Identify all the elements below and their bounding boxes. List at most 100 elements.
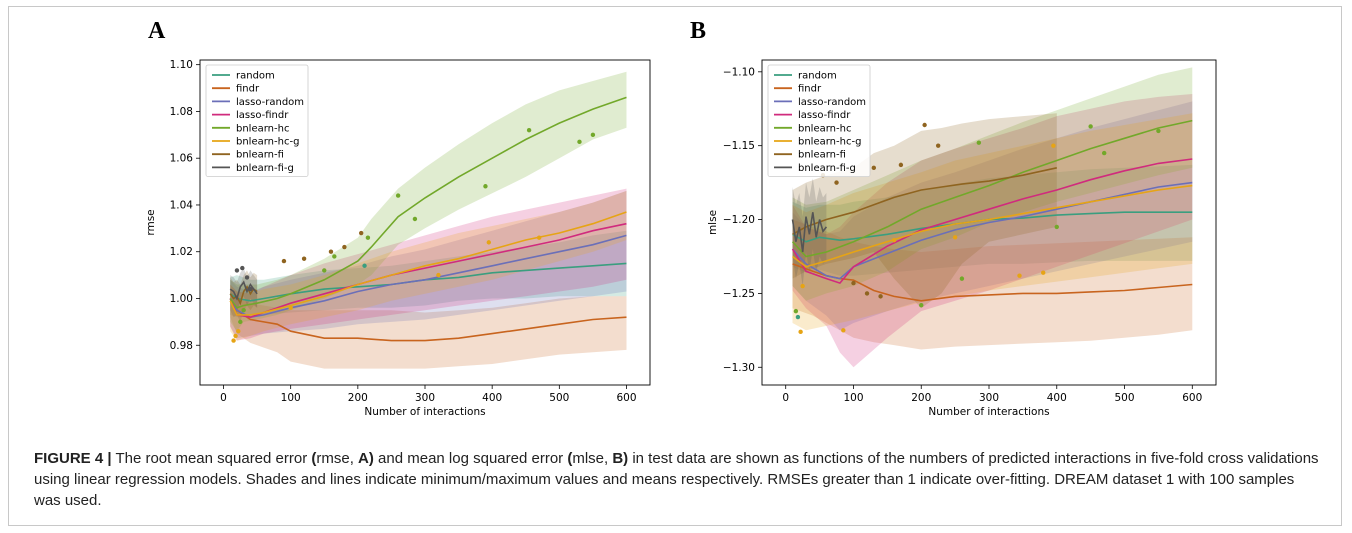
data-point — [233, 333, 238, 339]
data-point — [244, 275, 250, 280]
y-tick-label: 0.98 — [170, 340, 193, 352]
x-tick-label: 400 — [482, 392, 502, 404]
data-point — [590, 132, 596, 138]
legend-label: findr — [236, 84, 260, 95]
data-point — [395, 193, 401, 198]
x-tick-label: 600 — [1182, 392, 1202, 404]
series-line-bnlearn-hc-g — [229, 211, 627, 316]
legend: random findr lasso-random lasso-findr bnlear… — [767, 64, 871, 177]
data-point — [412, 216, 418, 222]
data-point — [922, 122, 927, 128]
legend-label: findr — [798, 84, 822, 95]
legend: random findr lasso-random lasso-findr bnlear… — [205, 64, 309, 177]
x-tick-label: 300 — [415, 392, 435, 404]
figure-frame — [8, 6, 1342, 526]
chart-rmse: 0 100 200 300 400 500 600 0.98 1.00 1.02 1.04 1.06 1… — [145, 59, 651, 418]
series-line-bnlearn-fi — [229, 285, 258, 306]
data-point — [238, 319, 243, 325]
band-bnlearn-hc — [230, 71, 627, 332]
legend-box — [767, 64, 871, 177]
y-tick-label: −1.15 — [723, 140, 755, 152]
series-line-bnlearn-hc — [791, 119, 1193, 258]
x-tick-label: 300 — [979, 392, 999, 404]
panel-letter-a: A — [148, 18, 166, 44]
y-tick-label: 1.04 — [170, 199, 194, 211]
data-point — [834, 180, 839, 185]
data-point — [1054, 224, 1059, 230]
legend-label: lasso-findr — [798, 110, 851, 121]
data-point — [536, 235, 542, 240]
legend-label: lasso-findr — [236, 110, 289, 121]
data-point — [864, 291, 870, 296]
caption-text-8: in test data are shown as functions of t… — [34, 450, 1319, 509]
y-tick-label: 1.06 — [170, 153, 194, 165]
y-axis-label: mlse — [707, 210, 719, 235]
panel-letter-b: B — [690, 18, 707, 44]
x-tick-label: 200 — [348, 392, 368, 404]
data-point — [248, 286, 253, 292]
legend-label: bnlearn-hc-g — [798, 137, 861, 148]
y-tick-label: −1.20 — [723, 214, 755, 226]
caption-label: FIGURE 4 | — [34, 450, 112, 467]
legend-label: bnlearn-hc-g — [236, 137, 299, 148]
series-line-lasso-findr — [791, 158, 1193, 285]
caption-text-7: B) — [612, 450, 629, 467]
data-point — [288, 305, 293, 311]
data-point — [281, 258, 287, 264]
data-point — [878, 294, 883, 299]
data-point — [795, 314, 801, 320]
caption-text-3: A) — [358, 450, 374, 467]
data-point — [231, 338, 236, 343]
data-point — [526, 127, 532, 133]
series-line-findr — [229, 298, 627, 342]
x-axis-label: Number of interactions — [928, 406, 1049, 418]
data-point — [436, 272, 441, 278]
data-point — [322, 268, 327, 273]
data-point — [358, 230, 364, 236]
band-findr — [230, 289, 627, 369]
band-lasso-findr — [792, 94, 1193, 368]
data-point — [342, 244, 347, 250]
data-point — [328, 249, 334, 254]
data-point — [871, 165, 877, 171]
x-tick-label: 500 — [549, 392, 569, 404]
y-tick-label: 1.00 — [170, 293, 193, 305]
series-line-bnlearn-fi-g — [229, 280, 258, 301]
data-point — [486, 240, 492, 245]
legend-label: bnlearn-hc — [798, 123, 851, 134]
caption-text-1: ( — [311, 450, 317, 467]
caption-text-2: rmse, — [316, 450, 359, 467]
data-point — [301, 256, 307, 261]
y-tick-label: −1.25 — [723, 288, 755, 300]
band-bnlearn-fi — [792, 113, 1057, 309]
x-tick-label: 100 — [281, 392, 301, 404]
x-tick-label: 600 — [616, 392, 636, 404]
data-point — [234, 268, 240, 273]
data-point — [365, 235, 371, 240]
data-point — [240, 265, 245, 271]
data-point — [241, 307, 246, 313]
data-point — [851, 280, 856, 286]
data-point — [952, 235, 958, 240]
data-point — [800, 283, 805, 289]
data-point — [793, 308, 799, 314]
data-point — [1051, 143, 1056, 148]
data-point — [976, 140, 982, 145]
data-point — [891, 238, 897, 243]
x-tick-label: 100 — [843, 392, 863, 404]
band-random — [230, 230, 627, 318]
y-tick-label: 1.02 — [170, 246, 193, 258]
series-line-bnlearn-fi-g — [791, 212, 828, 253]
data-point — [577, 139, 582, 145]
caption-text-4: and mean log squared error — [373, 450, 568, 467]
data-point — [798, 329, 803, 335]
x-axis-label: Number of interactions — [364, 406, 485, 418]
figure-caption: FIGURE 4 | The root mean squared error (… — [34, 448, 1324, 511]
caption-text-6: mlse, — [572, 450, 613, 467]
y-tick-label: −1.10 — [723, 66, 755, 78]
data-point — [332, 254, 337, 259]
series-line-lasso-random — [791, 181, 1193, 280]
x-tick-label: 0 — [220, 392, 227, 404]
y-axis-label: rmse — [145, 209, 157, 235]
data-point — [483, 184, 488, 189]
